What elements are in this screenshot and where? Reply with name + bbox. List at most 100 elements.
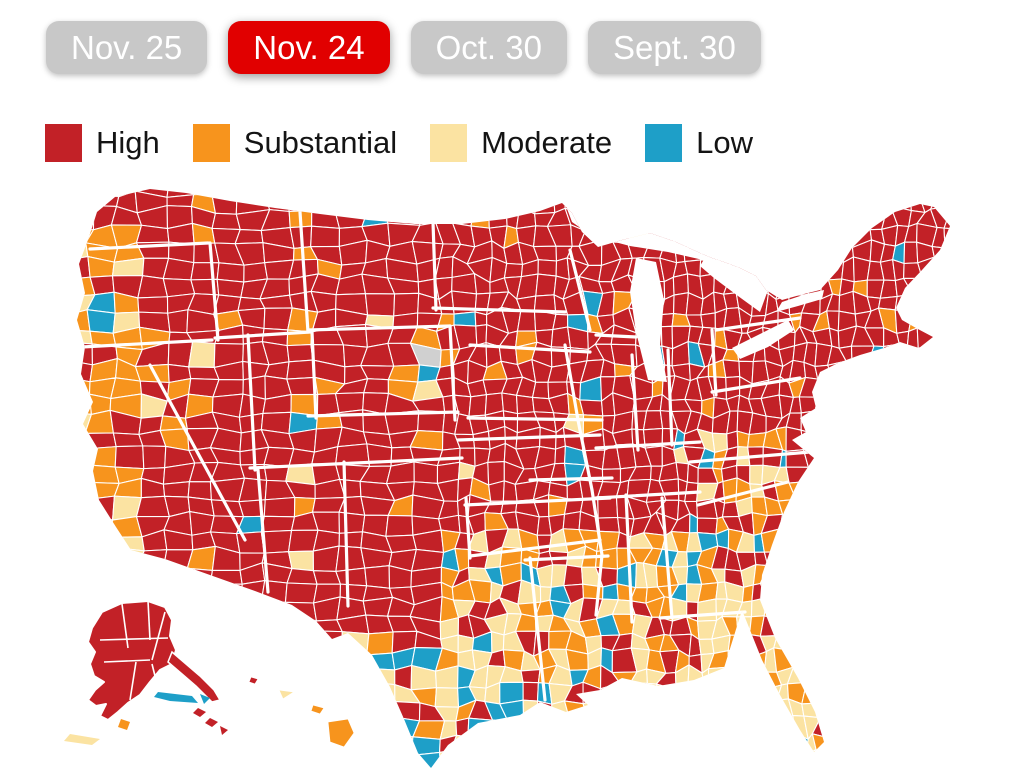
county[interactable] [360, 191, 395, 208]
county[interactable] [959, 360, 973, 385]
county[interactable] [850, 667, 875, 686]
county[interactable] [943, 324, 963, 349]
county[interactable] [595, 207, 620, 231]
county[interactable] [918, 377, 937, 402]
county[interactable] [88, 584, 121, 605]
county[interactable] [943, 227, 962, 249]
county[interactable] [802, 563, 817, 582]
county[interactable] [916, 715, 938, 736]
county[interactable] [817, 499, 836, 520]
county[interactable] [522, 699, 540, 722]
county[interactable] [853, 632, 870, 652]
county[interactable] [291, 733, 320, 759]
county[interactable] [843, 715, 862, 741]
county[interactable] [878, 704, 895, 723]
county[interactable] [581, 756, 603, 771]
county[interactable] [984, 208, 1004, 231]
county[interactable] [1001, 448, 1016, 468]
county[interactable] [287, 189, 318, 212]
county[interactable] [162, 257, 195, 281]
county[interactable] [831, 222, 849, 248]
county[interactable] [983, 433, 1004, 449]
county[interactable] [167, 309, 189, 334]
county[interactable] [537, 259, 558, 277]
county[interactable] [908, 732, 918, 752]
county[interactable] [972, 481, 991, 503]
county[interactable] [853, 479, 873, 498]
county[interactable] [210, 666, 241, 684]
county[interactable] [485, 752, 509, 771]
county[interactable] [777, 733, 797, 754]
county[interactable] [740, 647, 757, 672]
county[interactable] [977, 650, 987, 672]
county[interactable] [868, 667, 883, 686]
county[interactable] [970, 669, 989, 687]
county[interactable] [451, 273, 478, 295]
county[interactable] [994, 648, 1012, 672]
county[interactable] [932, 325, 948, 349]
county[interactable] [956, 632, 978, 655]
county[interactable] [853, 597, 874, 622]
county[interactable] [996, 411, 1013, 433]
county[interactable] [827, 396, 842, 417]
county[interactable] [986, 195, 999, 210]
county[interactable] [801, 681, 823, 705]
county[interactable] [1009, 412, 1024, 434]
county[interactable] [413, 189, 439, 214]
county[interactable] [190, 616, 216, 634]
county[interactable] [598, 192, 614, 215]
county[interactable] [310, 225, 341, 248]
county[interactable] [944, 359, 960, 383]
county[interactable] [714, 240, 731, 262]
county[interactable] [761, 732, 783, 757]
county[interactable] [916, 532, 933, 553]
county[interactable] [612, 209, 636, 231]
county[interactable] [516, 172, 541, 195]
county[interactable] [364, 565, 391, 589]
county[interactable] [645, 208, 664, 231]
county[interactable] [36, 737, 63, 753]
county[interactable] [977, 702, 986, 716]
county[interactable] [266, 754, 293, 771]
county[interactable] [946, 564, 955, 589]
county[interactable] [749, 732, 765, 758]
county[interactable] [1008, 616, 1024, 639]
county[interactable] [646, 682, 667, 706]
county[interactable] [853, 192, 873, 209]
county[interactable] [39, 428, 66, 452]
county[interactable] [185, 567, 213, 587]
county[interactable] [190, 262, 220, 281]
county[interactable] [1010, 566, 1024, 586]
county[interactable] [891, 683, 908, 707]
county[interactable] [800, 258, 823, 283]
county[interactable] [470, 208, 490, 229]
county[interactable] [999, 584, 1015, 603]
county[interactable] [909, 194, 926, 214]
county[interactable] [62, 192, 95, 215]
county[interactable] [880, 619, 897, 633]
county[interactable] [711, 737, 728, 755]
county[interactable] [262, 613, 289, 632]
county[interactable] [786, 630, 810, 655]
county[interactable] [467, 717, 494, 742]
county[interactable] [903, 599, 924, 623]
county[interactable] [956, 512, 976, 537]
county[interactable] [944, 585, 959, 606]
county[interactable] [36, 635, 67, 649]
county[interactable] [159, 698, 192, 719]
county[interactable] [919, 445, 937, 467]
county[interactable] [972, 752, 987, 771]
county[interactable] [595, 228, 620, 243]
county[interactable] [857, 715, 870, 740]
county[interactable] [983, 702, 1001, 719]
county[interactable] [1011, 478, 1024, 500]
county[interactable] [896, 330, 910, 348]
county[interactable] [816, 596, 833, 622]
county[interactable] [536, 700, 553, 725]
county[interactable] [501, 738, 525, 759]
county[interactable] [906, 412, 926, 436]
county[interactable] [683, 732, 699, 753]
county[interactable] [1013, 377, 1024, 399]
county[interactable] [933, 256, 946, 283]
tab-date-3[interactable]: Oct. 30 [410, 21, 567, 74]
